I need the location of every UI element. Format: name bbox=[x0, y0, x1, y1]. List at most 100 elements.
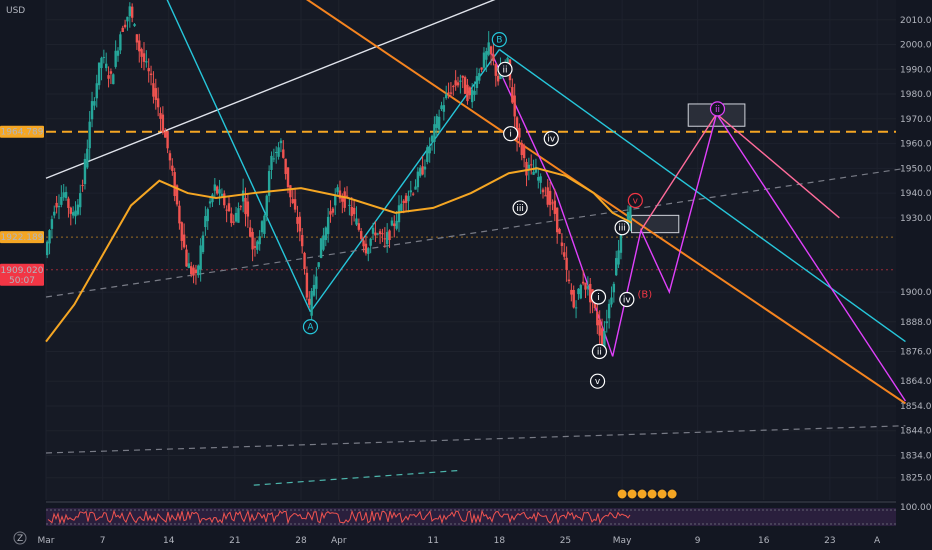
candle-body bbox=[407, 195, 410, 202]
candle-body bbox=[433, 124, 436, 142]
candle-body bbox=[336, 187, 339, 193]
candle-body bbox=[395, 220, 398, 229]
candle-body bbox=[291, 199, 294, 204]
event-marker bbox=[616, 488, 628, 500]
target-zones bbox=[631, 103, 746, 234]
candle-body bbox=[619, 232, 623, 253]
candle-body bbox=[303, 252, 306, 270]
candle-body bbox=[206, 209, 209, 222]
indicator-value: 100.00 bbox=[900, 503, 932, 513]
candle-body bbox=[152, 83, 155, 97]
candle-body bbox=[60, 196, 63, 205]
candle-body bbox=[289, 185, 292, 198]
candle-body bbox=[334, 195, 337, 206]
y-tick-label: 1825.000 bbox=[900, 474, 932, 484]
wave-label-circle bbox=[503, 126, 519, 142]
candle-body bbox=[173, 172, 176, 196]
candle-body bbox=[421, 166, 424, 175]
candle-body bbox=[603, 330, 606, 347]
y-tick-label: 1854.000 bbox=[900, 402, 932, 412]
candle-body bbox=[164, 131, 167, 138]
candle-body bbox=[468, 87, 472, 96]
candle-body bbox=[551, 202, 554, 204]
x-tick-label: 11 bbox=[427, 536, 438, 546]
candle-body bbox=[114, 50, 117, 67]
candle-body bbox=[256, 241, 259, 250]
wave-label-circle bbox=[614, 220, 630, 236]
candle-body bbox=[315, 276, 318, 289]
price-label-text: 1922.189 bbox=[1, 233, 44, 243]
candle-body bbox=[352, 207, 356, 215]
candle-body bbox=[149, 73, 153, 76]
candle-body bbox=[558, 229, 561, 234]
wave-label-circle bbox=[302, 319, 319, 335]
candle-body bbox=[166, 131, 169, 149]
candle-body bbox=[570, 289, 573, 295]
candle-body bbox=[475, 76, 479, 89]
candle-body bbox=[282, 149, 285, 158]
candle-body bbox=[574, 307, 578, 309]
candle-body bbox=[192, 267, 195, 276]
candle-body bbox=[338, 190, 342, 199]
candle-body bbox=[610, 297, 613, 305]
candle-body bbox=[454, 80, 457, 86]
candle-body bbox=[232, 221, 235, 223]
candle-body bbox=[482, 52, 486, 68]
candle-body bbox=[86, 148, 89, 168]
candle-body bbox=[430, 135, 434, 142]
candle-body bbox=[532, 171, 535, 175]
y-tick-label: 1834.000 bbox=[900, 451, 932, 461]
candle-body bbox=[237, 208, 240, 223]
candle-body bbox=[600, 328, 604, 348]
candle-body bbox=[428, 147, 431, 154]
candle-body bbox=[390, 220, 394, 226]
candle-body bbox=[350, 207, 353, 216]
cyan-A-line bbox=[166, 0, 312, 313]
candle-body bbox=[607, 303, 611, 319]
candle-body bbox=[572, 290, 575, 308]
candle-body bbox=[470, 89, 474, 103]
candle-body bbox=[419, 167, 422, 176]
candle-body bbox=[147, 68, 150, 72]
candle-body bbox=[357, 223, 361, 230]
candle-body bbox=[119, 34, 122, 51]
candle-body bbox=[626, 211, 630, 227]
candle-body bbox=[45, 241, 49, 256]
x-tick-label: 7 bbox=[100, 536, 106, 546]
candle-body bbox=[326, 216, 330, 235]
candle-body bbox=[249, 227, 252, 237]
candle-body bbox=[142, 53, 146, 62]
candle-body bbox=[355, 218, 358, 225]
candle-body bbox=[90, 101, 94, 120]
candle-body bbox=[265, 195, 268, 217]
candle-body bbox=[199, 245, 202, 270]
candle-body bbox=[260, 221, 264, 233]
candle-body bbox=[414, 186, 417, 190]
candle-body bbox=[71, 212, 75, 216]
price-label-text: 1909.020 bbox=[1, 266, 44, 276]
candle-body bbox=[50, 219, 54, 229]
candle-body bbox=[62, 192, 65, 198]
y-tick-label: 2000.000 bbox=[900, 41, 932, 51]
candle-body bbox=[246, 201, 250, 217]
y-tick-label: 1930.000 bbox=[900, 214, 932, 224]
candle-body bbox=[515, 117, 519, 141]
settings-icon[interactable]: Z bbox=[13, 531, 27, 545]
candle-body bbox=[126, 16, 129, 22]
candle-body bbox=[310, 290, 313, 316]
candle-body bbox=[133, 24, 136, 27]
candle-body bbox=[374, 232, 377, 236]
candle-body bbox=[589, 283, 592, 303]
candle-body bbox=[548, 190, 552, 205]
candle-body bbox=[258, 236, 261, 245]
candle-body bbox=[411, 193, 415, 195]
candle-body bbox=[241, 190, 245, 202]
candle-body bbox=[402, 200, 405, 204]
candle-body bbox=[506, 57, 509, 66]
candle-body bbox=[452, 86, 455, 88]
candle-body bbox=[629, 206, 632, 222]
x-tick-label: 21 bbox=[229, 536, 240, 546]
candle-body bbox=[546, 187, 549, 205]
